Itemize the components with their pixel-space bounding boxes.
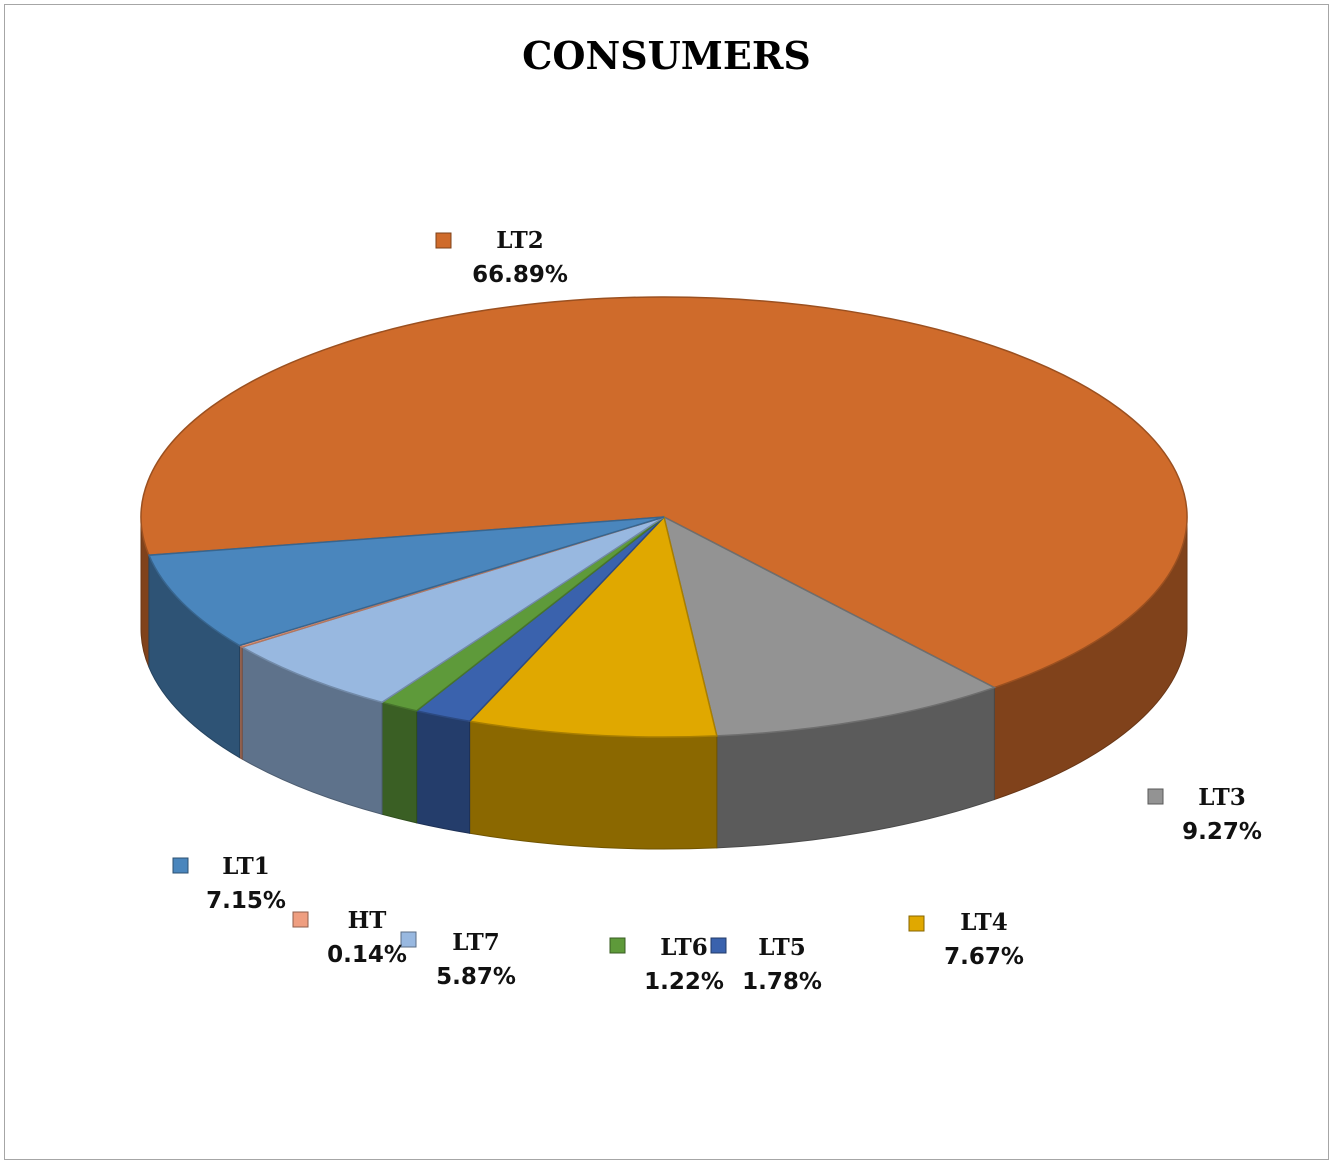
label-pct-lt5: 1.78% — [742, 969, 822, 995]
slice-lt7 — [240, 516, 665, 704]
legend-key-lt7 — [400, 931, 417, 948]
label-name-lt6: LT6 — [660, 934, 707, 961]
chart-title: CONSUMERS — [522, 33, 811, 78]
slice-side-lt4 — [469, 720, 718, 850]
label-pct-lt7: 5.87% — [436, 964, 516, 990]
pie-sides — [140, 516, 1188, 850]
label-pct-lt3: 9.27% — [1182, 819, 1262, 845]
slice-lt1 — [147, 516, 665, 647]
slice-lt3 — [662, 515, 997, 737]
label-pct-ht: 0.14% — [327, 942, 407, 968]
label-name-lt7: LT7 — [452, 929, 499, 956]
legend-key-lt1 — [172, 857, 189, 874]
label-pct-lt6: 1.22% — [644, 969, 724, 995]
legend-key-ht — [292, 911, 309, 928]
label-name-lt3: LT3 — [1198, 784, 1245, 811]
label-name-ht: HT — [348, 907, 387, 934]
label-pct-lt2: 66.89% — [472, 262, 568, 288]
label-name-lt2: LT2 — [496, 227, 543, 254]
legend-key-lt3 — [1147, 788, 1164, 805]
label-name-lt5: LT5 — [758, 934, 805, 961]
slice-side-lt6 — [381, 701, 418, 824]
legend-key-lt5 — [710, 937, 727, 954]
label-name-lt4: LT4 — [960, 909, 1007, 936]
slice-lt4 — [468, 515, 718, 738]
label-pct-lt4: 7.67% — [944, 944, 1024, 970]
data-labels: LT2 66.89% LT3 9.27% LT4 7.67% LT5 1.78% LT6 1.22… — [172, 227, 1262, 995]
slice-lt2 — [140, 296, 1188, 689]
legend-key-lt2 — [435, 232, 452, 249]
slice-side-lt5 — [416, 710, 471, 834]
legend-key-lt6 — [609, 937, 626, 954]
pie-tops — [140, 296, 1188, 738]
label-pct-lt1: 7.15% — [206, 888, 286, 914]
legend-key-lt4 — [908, 915, 925, 932]
label-name-lt1: LT1 — [222, 853, 269, 880]
